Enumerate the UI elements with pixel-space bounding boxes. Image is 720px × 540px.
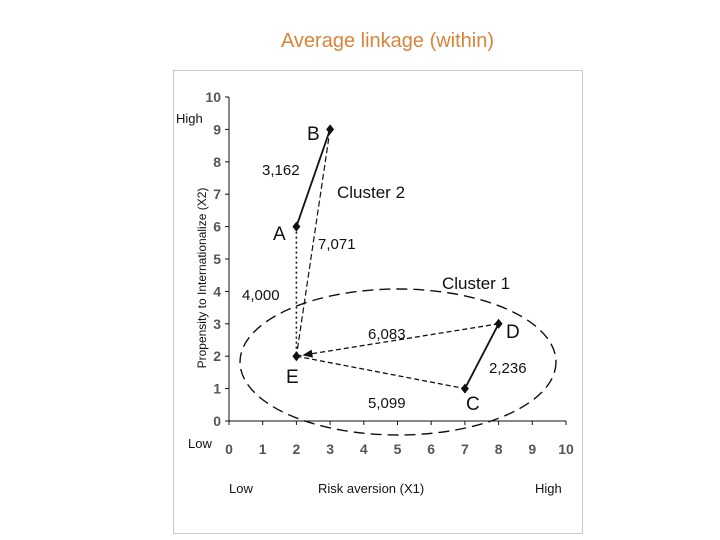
y-axis-label: Propensity to Internationalize (X2) (195, 187, 209, 369)
point-label-d: D (506, 322, 520, 343)
y-high-label: High (176, 111, 203, 126)
distance-ec: 5,099 (368, 395, 406, 412)
y-low-label: Low (188, 436, 212, 451)
y-tick-label: 1 (213, 381, 221, 397)
point-label-c: C (466, 394, 480, 415)
link-b-e-dashed (295, 129, 331, 357)
x-tick-label: 5 (394, 441, 402, 457)
y-tick-label: 6 (213, 219, 221, 235)
y-tick-label: 9 (213, 121, 221, 137)
distance-ed: 6,083 (368, 326, 406, 343)
x-tick-label: 3 (326, 441, 334, 457)
point-label-a: A (273, 224, 286, 245)
plot-frame (173, 70, 583, 534)
x-tick-label: 0 (225, 441, 233, 457)
y-tick-label: 8 (213, 154, 221, 170)
x-tick-label: 8 (495, 441, 503, 457)
x-tick-label: 1 (259, 441, 267, 457)
y-tick-label: 4 (213, 283, 221, 299)
x-tick-label: 4 (360, 441, 368, 457)
cluster2-label: Cluster 2 (337, 183, 406, 202)
x-tick-label: 10 (558, 441, 574, 457)
link-b-a (295, 129, 331, 227)
x-tick-label: 7 (461, 441, 469, 457)
y-tick-label: 2 (213, 348, 221, 364)
distance-ae-dotted: 4,000 (242, 287, 280, 304)
point-marker-e (292, 351, 301, 362)
point-label-b: B (307, 124, 320, 145)
point-markers (292, 124, 503, 394)
x-tick-group: 0 1 2 3 4 5 6 7 8 9 10 (225, 421, 574, 457)
point-label-e: E (286, 367, 299, 388)
y-tick-label: 5 (213, 251, 221, 267)
y-tick-label: 7 (213, 186, 221, 202)
distance-ba: 3,162 (262, 162, 300, 179)
link-e-d (296, 323, 499, 357)
x-low-label: Low (229, 481, 253, 496)
cluster1-ellipse (239, 288, 557, 436)
chart-title: Average linkage (within) (280, 30, 495, 52)
link-d-c (464, 323, 500, 390)
linkage-lines (295, 129, 500, 390)
distance-dc: 2,236 (489, 360, 527, 377)
point-marker-b (326, 124, 335, 135)
x-tick-label: 9 (528, 441, 536, 457)
cluster1-label: Cluster 1 (442, 274, 511, 293)
distance-ae-dashed: 7,071 (318, 236, 356, 253)
y-tick-label: 0 (213, 413, 221, 429)
point-marker-d (494, 318, 503, 329)
x-tick-label: 6 (427, 441, 435, 457)
x-axis-label: Risk aversion (X1) (318, 481, 425, 496)
x-high-label: High (535, 481, 562, 496)
arrowhead-e (302, 349, 313, 358)
point-marker-c (460, 383, 469, 394)
link-e-c (296, 355, 466, 390)
y-tick-label: 3 (213, 316, 221, 332)
point-marker-a (292, 221, 301, 232)
x-tick-label: 2 (293, 441, 301, 457)
y-tick-group: 0 1 2 3 4 5 6 7 8 9 10 (205, 89, 229, 429)
y-tick-label: 10 (205, 89, 221, 105)
